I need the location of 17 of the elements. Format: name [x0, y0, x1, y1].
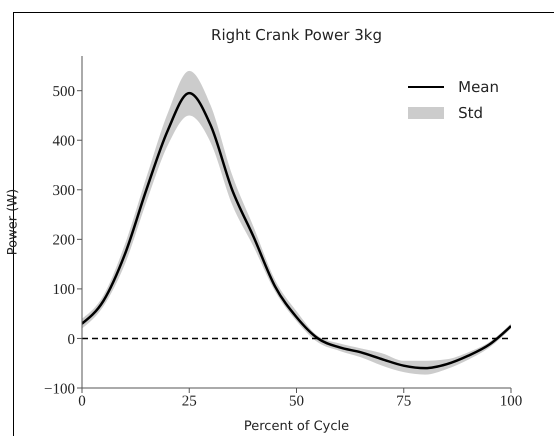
legend-label: Mean: [458, 78, 499, 96]
x-tick-label: 50: [289, 394, 304, 410]
y-tick-label: 100: [52, 282, 75, 298]
y-tick-label: 0: [68, 332, 75, 348]
x-axis-title: Percent of Cycle: [244, 419, 350, 434]
annotation: Std: [458, 104, 484, 122]
y-tick-label: 300: [52, 183, 75, 200]
x-tick-label: 25: [182, 394, 197, 410]
y-tick-label: 400: [52, 134, 75, 150]
x-tick-label: 0: [78, 394, 86, 410]
y-axis-title: Power (W): [6, 188, 21, 256]
x-tick-label: 75: [396, 394, 412, 410]
y-tick-label: 500: [52, 84, 75, 100]
y-tick-label: 200: [52, 232, 75, 249]
y-tick-label: −100: [44, 381, 75, 398]
x-tick-label: 100: [500, 394, 522, 410]
chart-title: Right Crank Power 3kg: [210, 26, 383, 44]
